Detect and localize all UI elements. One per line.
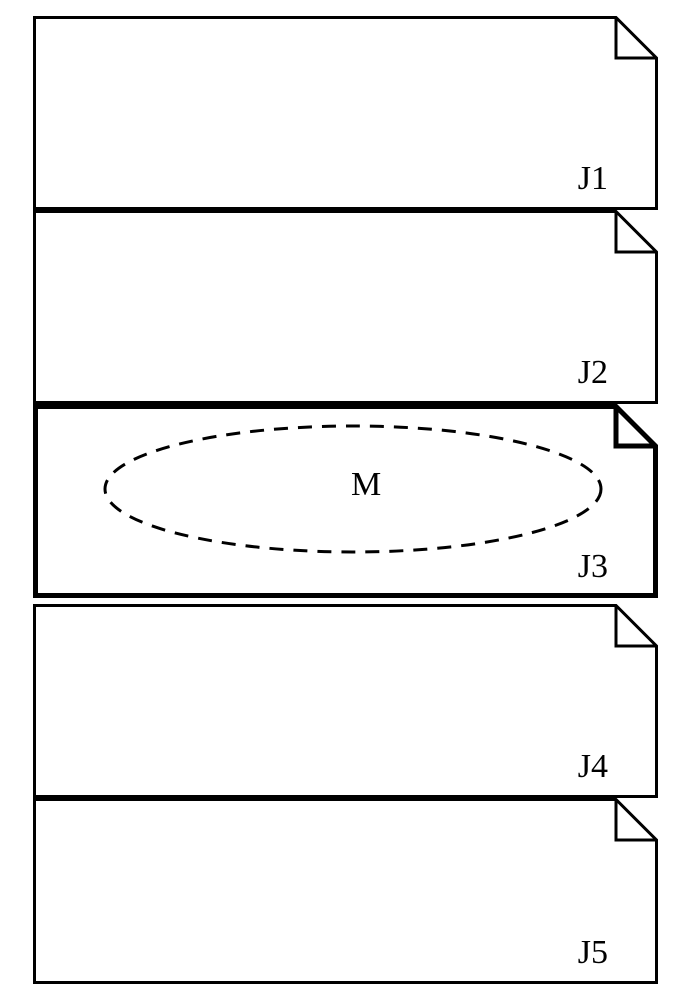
card-j5: J5	[33, 798, 658, 984]
card-label-j5: J5	[578, 934, 608, 972]
diagram-container: J1 J2 J3 M J4 J5	[33, 16, 658, 984]
card-j3: J3 M	[33, 404, 658, 598]
card-label-j1: J1	[578, 160, 608, 198]
ellipse-label: M	[351, 466, 381, 504]
card-label-j3: J3	[578, 548, 608, 586]
card-label-j2: J2	[578, 354, 608, 392]
card-j2: J2	[33, 210, 658, 404]
card-j4: J4	[33, 604, 658, 798]
card-j1: J1	[33, 16, 658, 210]
card-label-j4: J4	[578, 748, 608, 786]
